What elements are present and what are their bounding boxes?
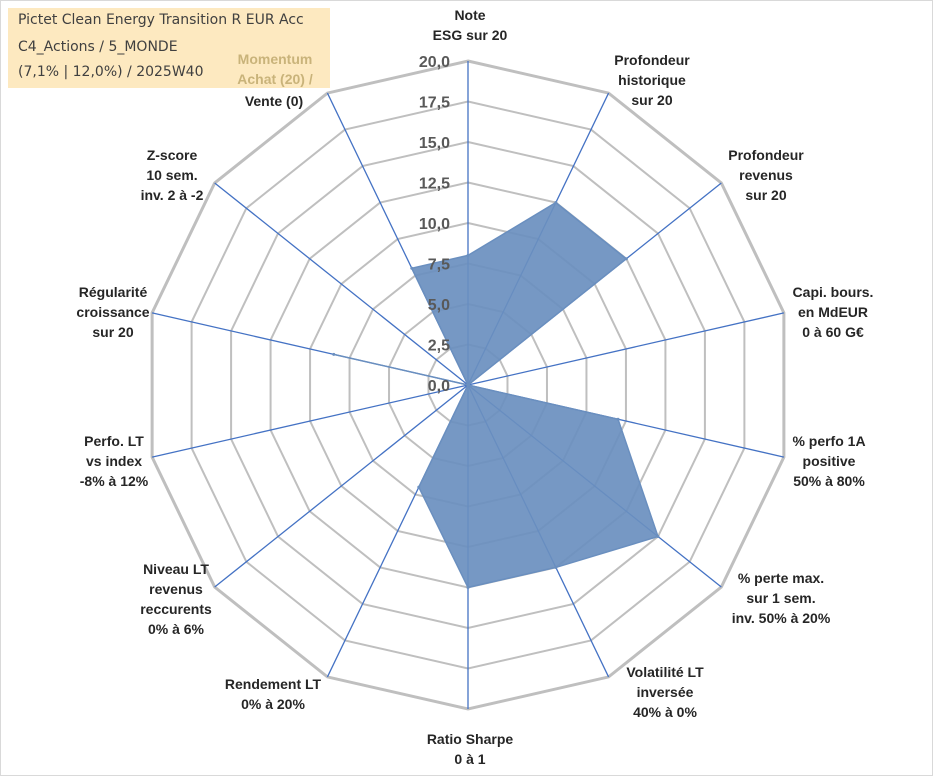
data-point bbox=[656, 535, 660, 539]
fund-stats: (7,1% | 12,0%) / 2025W40 bbox=[18, 64, 204, 80]
axis-label-line: vs index bbox=[86, 453, 142, 469]
data-point bbox=[332, 352, 336, 356]
axis-label: Capi. bours. en MdEUR 0 à 60 G€ bbox=[793, 284, 874, 340]
momentum-axis-label: Momentum Achat (20) / bbox=[222, 49, 328, 89]
axis-labels: Note ESG sur 20 Profondeur historique sur 20… bbox=[76, 7, 873, 767]
momentum-label-line: Achat (20) / bbox=[237, 71, 313, 87]
radar-series bbox=[332, 201, 660, 589]
axis-label-line: Capi. bours. bbox=[793, 284, 874, 300]
radial-tick-label: 10,0 bbox=[419, 216, 450, 233]
axis-label-line: sur 20 bbox=[745, 187, 786, 203]
data-series-area bbox=[333, 201, 659, 589]
axis-label: Rendement LT 0% à 20% bbox=[225, 676, 322, 712]
axis-label-line: Volatilité LT bbox=[626, 664, 704, 680]
data-point bbox=[554, 201, 558, 205]
axis-label-line: sur 20 bbox=[631, 92, 672, 108]
radial-tick-label: 0,0 bbox=[428, 378, 450, 395]
radial-tick-label: 15,0 bbox=[419, 135, 450, 152]
axis-label-line: sur 20 bbox=[92, 324, 133, 340]
axis-label-line: Profondeur bbox=[614, 52, 690, 68]
axis-label-line: Ratio Sharpe bbox=[427, 731, 514, 747]
data-point bbox=[466, 253, 470, 257]
axis-label: Z-score 10 sem. inv. 2 à -2 bbox=[141, 147, 204, 203]
momentum-label-line: Momentum bbox=[237, 51, 313, 67]
radial-tick-labels: 0,0 2,5 5,0 7,5 10,0 12,5 15,0 17,5 20,0 bbox=[419, 54, 450, 395]
axis-label-line: Note bbox=[454, 7, 485, 23]
data-point bbox=[410, 266, 414, 270]
data-point bbox=[616, 417, 620, 421]
axis-label: Perfo. LT vs index -8% à 12% bbox=[80, 433, 149, 489]
axis-label: Vente (0) bbox=[245, 93, 303, 109]
axis-label-line: Niveau LT bbox=[143, 561, 209, 577]
axis-label-line: revenus bbox=[149, 581, 203, 597]
axis-label-line: 40% à 0% bbox=[633, 704, 697, 720]
axis-spoke bbox=[151, 384, 469, 458]
axis-label-line: 50% à 80% bbox=[793, 473, 865, 489]
axis-label: Volatilité LT inversée 40% à 0% bbox=[626, 664, 704, 720]
data-point bbox=[466, 586, 470, 589]
axis-label: Note ESG sur 20 bbox=[433, 7, 508, 43]
axis-label: % perte max. sur 1 sem. inv. 50% à 20% bbox=[732, 570, 831, 626]
axis-label-line: ESG sur 20 bbox=[433, 27, 508, 43]
axis-spoke bbox=[467, 312, 785, 386]
axis-label-line: 0% à 6% bbox=[148, 621, 205, 637]
axis-label-line: en MdEUR bbox=[798, 304, 868, 320]
axis-spoke bbox=[214, 384, 469, 588]
fund-category: C4_Actions / 5_MONDE bbox=[18, 39, 178, 55]
axis-label-line: Rendement LT bbox=[225, 676, 322, 692]
axis-label-line: Perfo. LT bbox=[84, 433, 144, 449]
axis-label-line: historique bbox=[618, 72, 686, 88]
chart-title: Pictet Clean Energy Transition R EUR Acc bbox=[18, 12, 304, 28]
axis-label-line: inversée bbox=[637, 684, 694, 700]
axis-label-line: Régularité bbox=[79, 284, 148, 300]
radial-tick-label: 5,0 bbox=[428, 297, 450, 314]
axis-label: Profondeur revenus sur 20 bbox=[728, 147, 804, 203]
axis-label-line: Vente (0) bbox=[245, 93, 303, 109]
axis-label-line: % perfo 1A bbox=[792, 433, 865, 449]
axis-label-line: reccurents bbox=[140, 601, 212, 617]
radial-tick-label: 7,5 bbox=[428, 257, 450, 274]
axis-label-line: croissance bbox=[76, 304, 149, 320]
radial-tick-label: 20,0 bbox=[419, 54, 450, 71]
axis-label-line: inv. 50% à 20% bbox=[732, 610, 831, 626]
axis-label-line: inv. 2 à -2 bbox=[141, 187, 204, 203]
radial-tick-label: 12,5 bbox=[419, 176, 450, 193]
data-point bbox=[417, 485, 421, 489]
data-point bbox=[624, 257, 628, 261]
axis-label: % perfo 1A positive 50% à 80% bbox=[792, 433, 865, 489]
axis-label-line: 10 sem. bbox=[146, 167, 197, 183]
axis-label: Niveau LT revenus reccurents 0% à 6% bbox=[140, 561, 212, 637]
axis-label-line: 0% à 20% bbox=[241, 696, 305, 712]
axis-label-line: 0 à 60 G€ bbox=[802, 324, 864, 340]
axis-label-line: revenus bbox=[739, 167, 793, 183]
axis-label-line: -8% à 12% bbox=[80, 473, 149, 489]
axis-label-line: Z-score bbox=[147, 147, 198, 163]
fund-info-box: Pictet Clean Energy Transition R EUR Acc… bbox=[8, 8, 330, 88]
axis-label-line: sur 1 sem. bbox=[746, 590, 815, 606]
axis-label-line: Profondeur bbox=[728, 147, 804, 163]
axis-label-line: 0 à 1 bbox=[454, 751, 485, 767]
radial-tick-label: 17,5 bbox=[419, 95, 450, 112]
axis-spoke bbox=[214, 182, 469, 386]
radial-tick-label: 2,5 bbox=[428, 338, 450, 355]
axis-label-line: % perte max. bbox=[738, 570, 824, 586]
axis-label: Ratio Sharpe 0 à 1 bbox=[427, 731, 514, 767]
data-point bbox=[554, 565, 558, 569]
data-point bbox=[466, 383, 470, 387]
axis-label-line: positive bbox=[803, 453, 856, 469]
axis-label: Régularité croissance sur 20 bbox=[76, 284, 149, 340]
axis-label: Profondeur historique sur 20 bbox=[614, 52, 690, 108]
